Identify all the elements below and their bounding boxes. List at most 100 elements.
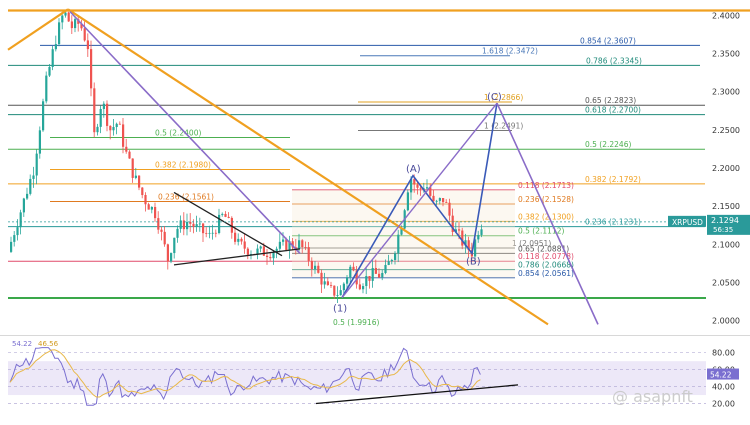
fib-level-label: 0.5 (2.2246) [585,140,631,149]
wave-label-1: (1) [333,304,347,315]
candle-body [413,179,416,185]
rsi-line [9,347,481,406]
triangle-upper-line [173,191,283,257]
candle-body [448,202,451,216]
candle-body [269,257,272,259]
candle-body [192,223,195,227]
candle-body [336,295,339,297]
candle-body [432,195,435,202]
purple-trendline [69,11,301,254]
candle-body [221,213,224,215]
price-axis-tick: 2.2000 [712,164,740,173]
candle-body [80,23,83,29]
candle-body [387,261,390,265]
candle-body [304,247,307,248]
candle-body [61,15,64,23]
candle-body [166,244,169,262]
candle-body [45,75,48,102]
candle-body [70,21,73,29]
candle-body [272,252,275,259]
candle-body [438,198,441,201]
candle-body [330,285,333,286]
rsi-ma-line [9,349,481,398]
candle-body [16,227,19,236]
wave-label-c: (C) [487,92,502,103]
candle-body [112,127,115,131]
fib-level-label: 0.236 (2.1528) [518,195,574,204]
candle-body [368,276,371,281]
candle-body [189,221,192,224]
fib-level-label: 0.618 (2.2700) [585,106,641,115]
candle-body [208,232,211,234]
candle-body [333,285,336,296]
candle-body [266,255,269,258]
candle-body [426,187,429,189]
candle-body [461,230,464,246]
candle-body [64,12,67,16]
rsi-value-label: 54.22 [12,340,32,348]
symbol-tag: XRPUSD [672,218,703,227]
candle-body [99,108,102,127]
candle-body [445,202,448,203]
candle-body [480,229,483,235]
candle-body [26,193,29,199]
candle-body [419,187,422,189]
candle-body [163,231,166,245]
candle-body [19,212,22,228]
candle-body [147,204,150,210]
orange-trendline-up [7,8,69,51]
price-axis-tick: 2.1500 [712,202,740,211]
candle-body [246,248,249,255]
price-axis-tick: 2.2500 [712,126,740,135]
price-axis-tick: 2.3000 [712,88,740,97]
candle-body [106,103,109,126]
fib-level-label: 0.5 (1.9916) [333,318,379,327]
candle-body [243,241,246,249]
candle-body [278,241,281,249]
candle-body [173,237,176,254]
candle-body [371,267,374,281]
candle-body [10,241,13,252]
candle-body [458,229,461,231]
fib-level-label: 0.5 (2.1112) [518,227,564,236]
candle-body [301,240,304,248]
candle-body [96,126,99,133]
wave-projection-line [496,102,599,325]
candle-body [160,229,163,232]
fib-level-label: 0.382 (2.1300) [518,212,574,221]
candle-body [384,264,387,273]
candle-body [314,265,317,270]
fib-level-label: 0.236 (2.1561) [158,192,214,201]
candle-body [307,247,310,261]
candle-body [320,272,323,285]
candle-body [256,248,259,255]
candle-body [186,221,189,230]
candle-body [157,218,160,230]
candles [10,11,483,304]
candle-body [195,224,198,227]
candle-body [378,273,381,278]
candle-body [214,232,217,234]
candle-body [118,123,121,125]
fib-level-label: 1 (2.2491) [484,122,523,131]
candle-body [451,215,454,232]
candle-body [32,175,35,179]
rsi-ma-value-label: 46.56 [38,340,59,348]
candle-body [237,238,240,242]
candle-body [176,228,179,238]
candle-body [400,228,403,235]
rsi-axis-tick: 40.00 [712,383,735,392]
candle-body [144,195,147,205]
candle-body [22,198,25,213]
last-price-badge: 2.1294 [711,216,739,225]
price-axis-tick: 2.1000 [712,240,740,249]
wave-channel-line [341,102,498,299]
candle-body [125,146,128,152]
candle-body [339,290,342,296]
wave-path [341,103,498,299]
fib-level-label: 0.854 (2.0561) [518,269,574,278]
rsi-badge: 54.22 [710,371,732,380]
candle-body [342,283,345,291]
candle-body [182,220,185,230]
